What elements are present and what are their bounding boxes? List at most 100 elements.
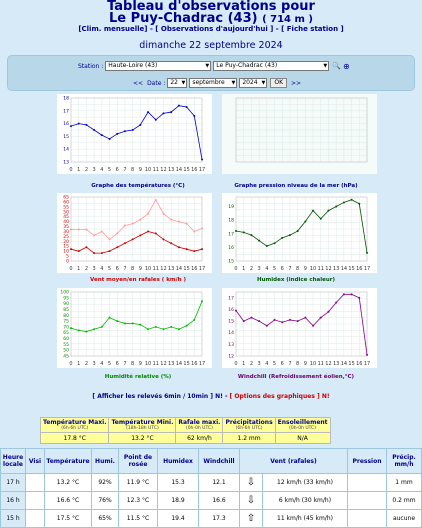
plot-frame	[70, 97, 203, 163]
table-row: 15 h 17.5 °C 65% 11.5 °C 19.4 17.3 ⇧ 11 …	[0, 509, 422, 528]
data-point	[108, 316, 111, 319]
x-tick-label: 5	[273, 266, 276, 272]
chart-svg: 0 1 2 3 4 5 6 7 8 9 10 11 12 13 14 15 16 1705101520253035…	[63, 195, 205, 273]
y-tick-label: 17	[63, 108, 69, 114]
x-tick-label: 12	[325, 266, 331, 272]
date-next-link[interactable]: >>	[291, 79, 302, 87]
chevron-down-icon: ▼	[231, 80, 236, 86]
y-tick-label: 16	[228, 245, 234, 251]
data-point	[177, 246, 180, 249]
data-point	[162, 238, 165, 241]
x-tick-label: 4	[100, 167, 103, 173]
date-prev-link[interactable]: <<	[133, 79, 144, 87]
summary-header-label: Température Maxi.	[43, 419, 107, 426]
y-tick-label: 80	[63, 313, 69, 319]
year-select[interactable]: 2024 ▼	[239, 78, 268, 88]
x-tick-label: 2	[250, 266, 253, 272]
summary-value-row: 17.8 °C 13.2 °C 62 km/h 1.2 mm N/A	[39, 432, 331, 444]
x-tick-label: 7	[123, 361, 126, 367]
link-clim-mensuelle[interactable]: [Clim. mensuelle]	[78, 25, 148, 33]
cell-dew: 11.5 °C	[118, 509, 158, 528]
plot-frame	[235, 97, 368, 163]
summary-value: N/A	[274, 432, 331, 444]
chevron-down-icon: ▼	[205, 63, 210, 69]
x-tick-label: 10	[145, 266, 151, 272]
data-point	[154, 232, 157, 235]
data-point	[350, 293, 353, 296]
x-tick-label: 8	[131, 167, 134, 173]
obs-header-row: Heure locale Visi Température Humi. Poin…	[0, 448, 422, 474]
station-select[interactable]: Le Puy-Chadrac (43) ▼	[213, 61, 330, 71]
data-point	[170, 218, 173, 221]
wind-chart-title: Vent moyen/en rafales ( km/h )	[90, 277, 186, 283]
series-line	[70, 105, 203, 160]
col-header-humidex: Humidex	[157, 448, 199, 474]
options-bar: [ Afficher les relevés 6min / 10min ] N!…	[0, 393, 422, 400]
y-tick-label: 18	[63, 96, 69, 102]
cell-wind: 12 km/h (33 km/h)	[262, 473, 348, 492]
y-tick-label: 13	[63, 160, 69, 166]
data-point	[131, 129, 134, 131]
cell-humi: 65%	[91, 509, 119, 528]
data-point	[327, 310, 330, 313]
x-tick-label: 16	[191, 361, 197, 367]
summary-header-sub: (6h-6h UTC)	[61, 426, 89, 431]
y-tick-label: 19	[228, 204, 234, 210]
x-tick-label: 0	[234, 361, 237, 367]
data-point	[108, 137, 111, 140]
humidity-chart-title: Humidité relative (%)	[104, 374, 172, 380]
link-observations-today[interactable]: [ Observations d'aujourd'hui ]	[155, 25, 274, 33]
data-point	[273, 242, 276, 245]
data-point	[193, 114, 196, 117]
locate-icon[interactable]: ⊕	[342, 61, 350, 71]
wind-chart: 0 1 2 3 4 5 6 7 8 9 10 11 12 13 14 15 16 17 0 5 10 15 20 25 30 35…	[57, 193, 212, 273]
x-tick-label: 11	[153, 167, 159, 173]
link-fiche-station[interactable]: [ Fiche station ]	[281, 25, 344, 33]
data-point	[131, 222, 134, 225]
show-6min-link[interactable]: [ Afficher les relevés 6min / 10min ] N!	[92, 393, 223, 400]
data-point	[201, 300, 203, 303]
data-point	[185, 248, 188, 251]
x-tick-label: 12	[160, 361, 166, 367]
data-point	[177, 328, 180, 331]
data-point	[123, 130, 126, 133]
x-tick-label: 4	[100, 266, 103, 272]
series-line	[70, 301, 203, 332]
ok-button[interactable]: OK	[270, 78, 288, 88]
x-tick-label: 17	[364, 266, 370, 272]
x-tick-label: 5	[108, 266, 111, 272]
y-tick-label: 40	[63, 219, 69, 225]
region-select[interactable]: Haute-Loire (43) ▼	[105, 61, 212, 71]
y-tick-label: 14	[63, 147, 69, 153]
x-tick-label: 16	[191, 167, 197, 173]
x-tick-label: 9	[304, 361, 307, 367]
station-row: Station : Haute-Loire (43) ▼ Le Puy-Chadr…	[78, 61, 350, 71]
summary-header-sub: (0h-0h UTC)	[289, 426, 317, 431]
data-point	[250, 234, 253, 237]
chart-options-link[interactable]: [ Options des graphiques ] N!	[229, 393, 330, 400]
station-name: Le Puy-Chadrac (43)	[109, 11, 258, 26]
y-tick-label: 95	[63, 295, 69, 301]
cell-visi	[25, 473, 45, 492]
y-tick-label: 18	[228, 218, 234, 224]
data-point	[93, 328, 96, 331]
day-select[interactable]: 22 ▼	[167, 78, 188, 88]
x-tick-label: 6	[116, 361, 119, 367]
x-tick-label: 0	[69, 361, 72, 367]
y-tick-label: 45	[63, 354, 69, 360]
cell-pressure	[347, 509, 387, 528]
x-tick-label: 1	[77, 266, 80, 272]
data-point	[162, 328, 165, 331]
data-point	[177, 104, 180, 107]
data-point	[139, 323, 142, 326]
y-tick-label: 15	[63, 134, 69, 140]
x-tick-label: 0	[69, 167, 72, 173]
month-select[interactable]: septembre ▼	[189, 78, 238, 88]
plot-frame	[70, 291, 203, 357]
x-tick-label: 15	[348, 266, 354, 272]
col-header-temp: Température	[44, 448, 92, 474]
data-point	[139, 234, 142, 237]
search-icon[interactable]: 🔍	[332, 62, 341, 70]
y-tick-label: 5	[66, 254, 69, 260]
cell-visi	[25, 509, 45, 528]
